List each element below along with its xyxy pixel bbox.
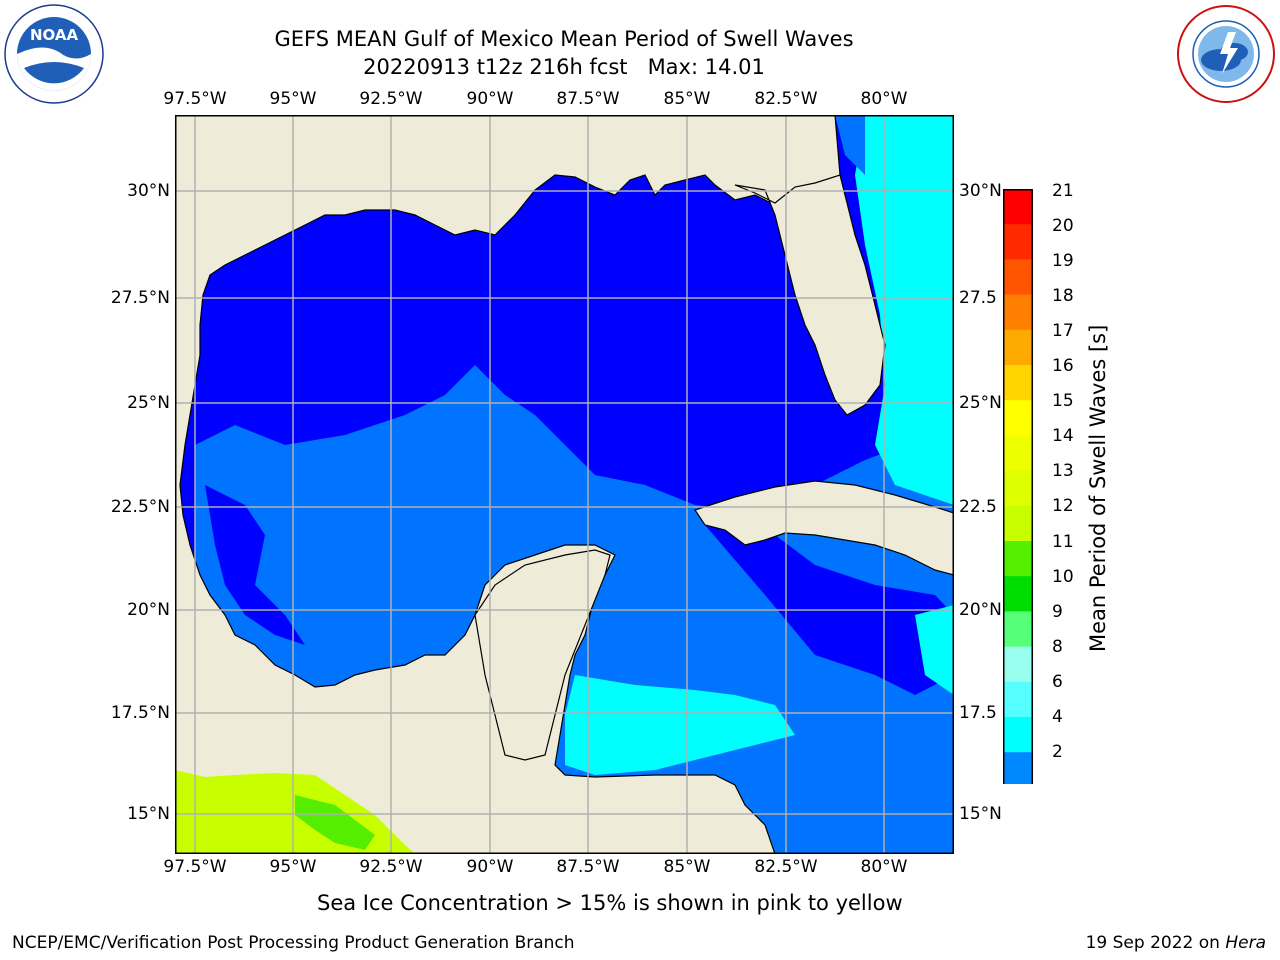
footer-date: 19 Sep 2022 on Hera <box>1086 933 1266 953</box>
colorbar-segment <box>1003 505 1033 542</box>
graticule <box>175 115 954 854</box>
lat-tick-left: 25°N <box>127 393 170 413</box>
colorbar-segment <box>1003 541 1033 577</box>
colorbar-segment <box>1003 329 1033 366</box>
lat-tick-left: 22.5°N <box>110 497 170 517</box>
swell-contour-4-6 <box>835 115 865 175</box>
swell-contour-6-8 <box>855 115 954 505</box>
lat-tick-right: 22.5 <box>959 497 997 517</box>
colorbar-tick: 15 <box>1052 391 1074 411</box>
swell-contour-6-8 <box>565 675 795 775</box>
land-florida <box>734 174 886 416</box>
lon-tick-bottom: 97.5°W <box>163 857 227 877</box>
colorbar-segment <box>1003 646 1033 683</box>
lat-tick-left: 17.5°N <box>110 703 170 723</box>
lon-tick-bottom: 92.5°W <box>359 857 423 877</box>
colorbar-tick: 8 <box>1052 637 1063 657</box>
land-yucatan <box>474 549 611 761</box>
colorbar-segment <box>1003 294 1033 331</box>
ice-caption: Sea Ice Concentration > 15% is shown in … <box>317 891 903 915</box>
noaa-logo-text: NOAA <box>30 26 79 44</box>
colorbar-segment <box>1003 224 1033 260</box>
colorbar-segment <box>1003 470 1033 507</box>
colorbar-label: Mean Period of Swell Waves [s] <box>1086 324 1110 652</box>
lon-tick-bottom: 95°W <box>269 857 317 877</box>
colorbar-segment <box>1003 681 1033 718</box>
colorbar-tick: 12 <box>1052 496 1074 516</box>
map-border <box>175 115 954 854</box>
lat-tick-left: 27.5°N <box>110 288 170 308</box>
colorbar-tick: 13 <box>1052 461 1074 481</box>
lon-tick-bottom: 87.5°W <box>556 857 620 877</box>
colorbar-tick: 19 <box>1052 251 1074 271</box>
colorbar-tick: 17 <box>1052 321 1074 341</box>
colorbar-tick: 21 <box>1052 181 1074 201</box>
footer-date-text: 19 Sep 2022 on <box>1085 933 1226 953</box>
colorbar-tick: 18 <box>1052 286 1074 306</box>
colorbar-segment <box>1003 189 1033 225</box>
lon-tick-top: 80°W <box>860 89 908 109</box>
lat-tick-right: 27.5 <box>959 288 997 308</box>
noaa-logo-icon: NOAA <box>4 4 104 104</box>
colorbar-segment <box>1003 435 1033 472</box>
lon-tick-top: 92.5°W <box>359 89 423 109</box>
colorbar-tick: 6 <box>1052 672 1063 692</box>
colorbar-tick: 11 <box>1052 532 1074 552</box>
colorbar-tick: 10 <box>1052 567 1074 587</box>
colorbar-segment <box>1003 717 1033 753</box>
swell-period-map <box>174 114 955 855</box>
map-svg <box>174 114 955 855</box>
lat-tick-right: 25°N <box>959 393 1002 413</box>
colorbar-tick: 2 <box>1052 742 1063 762</box>
colorbar-tick: 20 <box>1052 216 1074 236</box>
swell-contour-2-4 <box>205 485 305 645</box>
lon-tick-top: 90°W <box>466 89 514 109</box>
colorbar-tick: 9 <box>1052 602 1063 622</box>
colorbar-svg <box>1001 189 1035 815</box>
lat-tick-left: 30°N <box>127 181 170 201</box>
lon-tick-top: 95°W <box>269 89 317 109</box>
lon-tick-top: 87.5°W <box>556 89 620 109</box>
colorbar-tick: 4 <box>1052 707 1063 727</box>
land-cuba <box>694 480 955 576</box>
footer-branch: NCEP/EMC/Verification Post Processing Pr… <box>12 933 575 953</box>
colorbar-segment <box>1003 365 1033 401</box>
lon-tick-top: 97.5°W <box>163 89 227 109</box>
ice-concentration-area <box>295 795 375 850</box>
footer-host: Hera <box>1225 933 1266 953</box>
lat-tick-right: 20°N <box>959 600 1002 620</box>
colorbar-segment <box>1003 611 1033 648</box>
colorbar-tick: 16 <box>1052 356 1074 376</box>
colorbar-segment <box>1003 752 1033 788</box>
lon-tick-bottom: 90°W <box>466 857 514 877</box>
lon-tick-bottom: 85°W <box>663 857 711 877</box>
lat-tick-right: 15°N <box>959 804 1002 824</box>
nws-logo-icon <box>1176 4 1276 104</box>
colorbar <box>1001 189 1035 815</box>
map-title: GEFS MEAN Gulf of Mexico Mean Period of … <box>274 27 854 51</box>
lon-tick-top: 82.5°W <box>754 89 818 109</box>
lat-tick-left: 15°N <box>127 804 170 824</box>
lat-tick-left: 20°N <box>127 600 170 620</box>
colorbar-tick: 14 <box>1052 426 1074 446</box>
colorbar-segment <box>1003 400 1033 436</box>
colorbar-segment <box>1003 576 1033 612</box>
colorbar-segment <box>1003 259 1033 296</box>
lat-tick-right: 17.5 <box>959 703 997 723</box>
map-subtitle: 20220913 t12z 216h fcst Max: 14.01 <box>363 55 765 79</box>
lat-tick-right: 30°N <box>959 181 1002 201</box>
lon-tick-bottom: 80°W <box>860 857 908 877</box>
lon-tick-top: 85°W <box>663 89 711 109</box>
swell-contour-6-8 <box>915 605 954 695</box>
lon-tick-bottom: 82.5°W <box>754 857 818 877</box>
